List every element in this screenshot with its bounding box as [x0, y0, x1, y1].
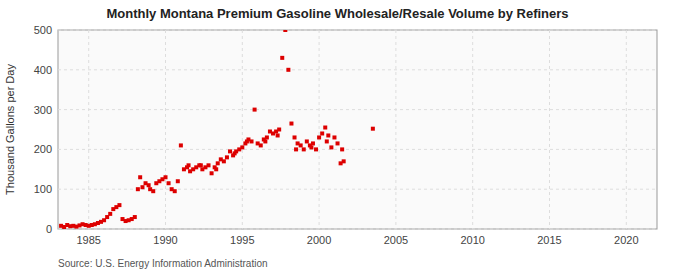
- y-tick-label: 100: [34, 183, 52, 195]
- point: [199, 163, 203, 167]
- x-tick-label: 2010: [460, 234, 484, 246]
- point: [207, 163, 211, 167]
- x-tick-label: 2015: [537, 234, 561, 246]
- point: [259, 143, 263, 147]
- point: [147, 183, 151, 187]
- point: [311, 141, 315, 145]
- point: [210, 171, 214, 175]
- point: [277, 128, 281, 132]
- point: [289, 122, 293, 126]
- x-grid-line: [165, 30, 166, 229]
- x-grid-line: [472, 30, 473, 229]
- point: [342, 159, 346, 163]
- y-tick-label: 500: [34, 24, 52, 36]
- point: [299, 143, 303, 147]
- x-tick-label: 2005: [384, 234, 408, 246]
- point: [151, 189, 155, 193]
- y-tick-label: 300: [34, 104, 52, 116]
- y-grid-line: [58, 149, 657, 150]
- x-grid-line: [626, 30, 627, 229]
- point: [117, 203, 121, 207]
- point: [336, 141, 340, 145]
- x-grid-line: [242, 30, 243, 229]
- point: [253, 108, 257, 112]
- y-axis-label: Thousand Gallons per Day: [4, 64, 16, 195]
- point: [265, 135, 269, 139]
- point: [250, 139, 254, 143]
- point: [320, 131, 324, 135]
- plot-frame: [58, 30, 657, 229]
- point: [216, 161, 220, 165]
- y-tick-label: 200: [34, 143, 52, 155]
- point: [245, 139, 249, 143]
- point: [222, 159, 226, 163]
- point: [325, 139, 329, 143]
- point: [179, 143, 183, 147]
- point: [326, 133, 330, 137]
- point: [176, 179, 180, 183]
- y-grid-line: [58, 189, 657, 190]
- point: [228, 149, 232, 153]
- title: Monthly Montana Premium Gasoline Wholesa…: [106, 6, 568, 21]
- y-tick-label: 0: [46, 223, 52, 235]
- y-grid-line: [58, 229, 657, 230]
- x-tick-label: 2000: [307, 234, 331, 246]
- x-grid-line: [395, 30, 396, 229]
- point: [138, 175, 142, 179]
- y-grid-line: [58, 109, 657, 110]
- source-note: Source: U.S. Energy Information Administ…: [58, 258, 268, 269]
- axes: 1985 1990 1995 2000 2005 2010 2015 2020 0 100 200 3…: [34, 24, 639, 246]
- points: [59, 30, 375, 229]
- point: [187, 163, 191, 167]
- point: [283, 30, 287, 32]
- point: [340, 147, 344, 151]
- point: [233, 151, 237, 155]
- x-tick-label: 2020: [614, 234, 638, 246]
- y-grid-line: [58, 69, 657, 70]
- x-grid-line: [549, 30, 550, 229]
- point: [302, 147, 306, 151]
- point: [329, 145, 333, 149]
- x-grid-line: [88, 30, 89, 229]
- point: [294, 147, 298, 151]
- point: [293, 135, 297, 139]
- point: [317, 135, 321, 139]
- point: [214, 167, 218, 171]
- point: [280, 56, 284, 60]
- point: [225, 155, 229, 159]
- point: [263, 139, 267, 143]
- point: [286, 68, 290, 72]
- point: [136, 187, 140, 191]
- point: [309, 145, 313, 149]
- x-tick-label: 1985: [76, 234, 100, 246]
- grid: [58, 30, 657, 229]
- x-grid-line: [319, 30, 320, 229]
- point: [305, 139, 309, 143]
- point: [371, 127, 375, 131]
- y-tick-label: 400: [34, 64, 52, 76]
- point: [173, 189, 177, 193]
- chart: 1985 1990 1995 2000 2005 2010 2015 2020 0 100 200 3…: [0, 0, 675, 275]
- point: [323, 126, 327, 130]
- point: [332, 135, 336, 139]
- point: [240, 145, 244, 149]
- point: [133, 215, 137, 219]
- point: [167, 181, 171, 185]
- x-tick-label: 1990: [153, 234, 177, 246]
- y-grid-line: [58, 30, 657, 31]
- point: [140, 185, 144, 189]
- point: [314, 147, 318, 151]
- point: [276, 133, 280, 137]
- point: [164, 175, 168, 179]
- x-tick-label: 1995: [230, 234, 254, 246]
- point: [108, 212, 112, 216]
